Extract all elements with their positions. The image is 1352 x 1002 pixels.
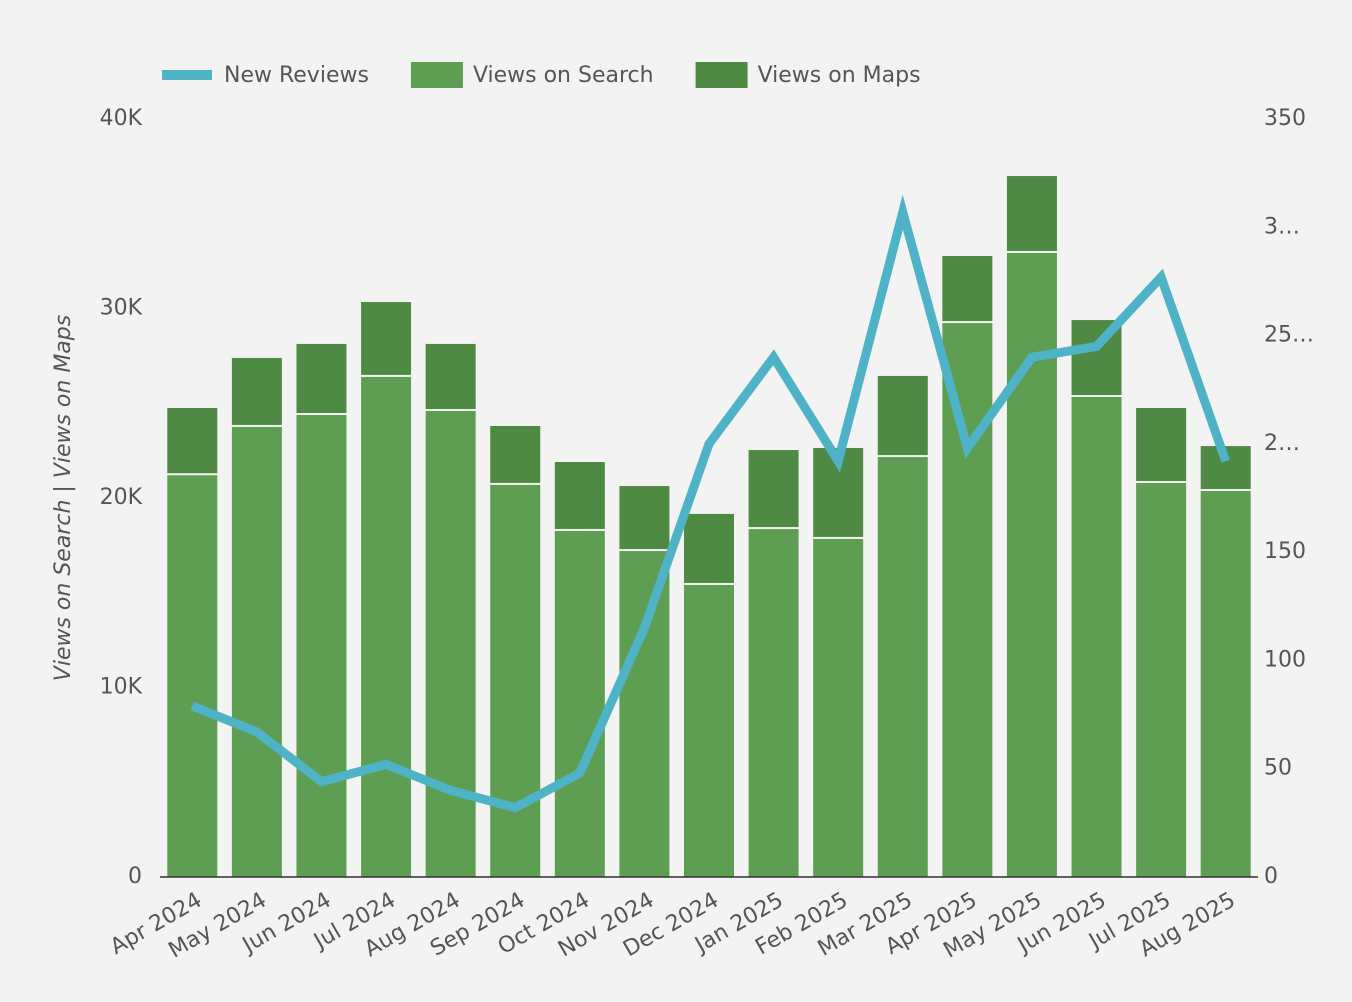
bar [877,457,928,877]
bar [231,357,282,425]
bar [554,530,605,877]
legend-swatch [410,62,463,88]
bar [1071,396,1122,877]
bar [231,426,282,877]
bar [1136,407,1187,482]
y2-tick-label: 100 [1264,647,1306,672]
bar [361,376,412,877]
y-tick-label: 10K [100,675,143,700]
bar [619,486,670,550]
y-tick-label: 20K [100,485,143,510]
legend-swatch [162,70,212,80]
bar [748,529,799,877]
bar [425,411,476,877]
y-tick-label: 40K [100,106,143,131]
bar [1006,176,1057,251]
legend-swatch [695,62,748,88]
bar [167,407,218,474]
bar [619,551,670,877]
bar [1200,490,1251,877]
bar [1136,483,1187,877]
bar [942,256,993,322]
y2-tick-label: 3… [1264,214,1300,239]
bar [877,375,928,456]
legend-label: Views on Maps [758,63,921,88]
line [190,194,1230,813]
y2-tick-label: 2… [1264,431,1300,456]
y-tick-label: 30K [100,296,143,321]
bar [490,425,541,483]
bar [1006,252,1057,877]
bar [296,343,347,413]
bar [942,323,993,877]
y2-tick-label: 350 [1264,106,1306,131]
bar [748,450,799,528]
legend-label: New Reviews [224,63,369,88]
bar [554,461,605,529]
bar [490,484,541,877]
y2-tick-label: 25… [1264,323,1314,348]
bar [425,343,476,410]
bar [167,475,218,877]
y-axis-title: Views on Search | Views on Maps [51,315,76,681]
bar [361,302,412,375]
bar [813,538,864,877]
y2-tick-label: 150 [1264,539,1306,564]
y2-tick-label: 50 [1264,756,1292,781]
bar [684,584,734,877]
bar [296,414,347,877]
y-tick-label: 0 [128,864,142,889]
y2-tick-label: 0 [1264,864,1278,889]
bar [684,513,734,583]
legend-label: Views on Search [473,63,654,88]
